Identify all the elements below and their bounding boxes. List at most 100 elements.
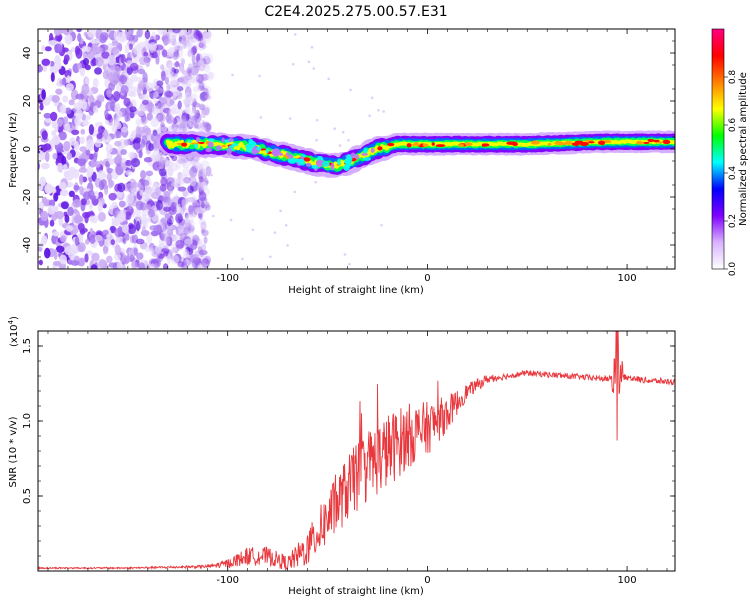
noise-point [191,102,201,108]
noise-point [159,233,165,241]
ridge-blob [195,136,201,143]
noise-point [201,43,207,50]
noise-point [69,137,76,146]
noise-point [77,33,82,42]
noise-point [51,135,61,146]
noise-point [199,75,208,82]
noise-point [179,120,188,131]
noise-point [200,197,208,203]
noise-point [81,99,88,111]
ridge-blob [337,158,341,166]
noise-point [124,43,130,54]
noise-point [129,247,134,255]
top-x-ticks: -100 0 100 [47,29,668,284]
colorbar-tick-label: 0.4 [728,166,738,181]
noise-point [111,40,120,47]
noise-point [78,167,88,173]
y-tick-label: -40 [22,237,33,253]
noise-point [80,198,87,206]
noise-point [62,164,68,170]
noise-point [203,85,212,96]
bottom-x-ticks: -100 0 100 [47,331,668,586]
noise-point [64,69,72,78]
noise-point [65,225,74,232]
y-tick-label: 0.5 [22,488,33,504]
noise-point [41,58,51,66]
y-tick-label: 1.0 [22,413,33,429]
ridge-peak [554,141,564,146]
colorbar-tick-label: 0.6 [728,118,738,133]
signal-ridge [157,130,675,178]
noise-point [84,238,90,245]
noise-point [66,152,73,160]
ridge-peak [190,142,200,145]
noise-point [65,83,74,92]
ridge-peak [647,138,654,143]
noise-point [68,99,75,106]
noise-point [259,116,263,119]
noise-point [134,215,142,221]
noise-point [130,86,138,94]
noise-point [91,44,97,52]
noise-point [192,62,202,68]
y-tick-label: 0 [22,146,33,152]
noise-point [193,122,199,129]
noise-point [47,205,56,215]
noise-point [182,177,192,184]
noise-point [160,64,165,71]
noise-point [204,256,209,263]
noise-point [155,199,163,211]
noise-point [148,143,154,152]
noise-point [79,136,85,145]
noise-point [64,33,73,45]
noise-point [104,238,112,247]
noise-point [49,111,58,122]
noise-point [52,231,60,237]
noise-point [205,107,210,116]
ridge-blob [316,159,323,168]
noise-point [204,65,211,73]
noise-point [201,108,207,119]
noise-point [129,106,137,113]
noise-point [198,185,205,196]
noise-point [327,77,331,81]
noise-point [151,105,160,116]
noise-point [200,201,205,209]
noise-point [165,97,174,107]
noise-point [193,206,199,216]
ridge-peak [458,143,465,147]
snr-line [38,331,675,571]
noise-point [39,103,44,111]
noise-point [57,35,62,42]
ridge-blob [207,141,214,148]
noise-point [38,259,43,266]
noise-point [171,103,180,115]
noise-point [43,112,52,119]
noise-point [78,257,86,267]
noise-point [39,151,45,161]
noise-point [55,245,65,253]
noise-point [48,199,56,208]
ridge-blob [305,162,312,167]
ridge-peak [377,146,383,151]
ridge-peak [481,143,486,147]
noise-point [108,192,117,201]
noise-point [201,229,209,237]
noise-point [137,83,143,89]
noise-point [133,46,141,55]
noise-point [62,95,69,103]
noise-point [133,247,138,256]
noise-point [229,218,233,222]
noise-point [113,121,122,130]
noise-point [203,32,212,44]
noise-point [170,254,180,265]
noise-point [203,236,208,244]
noise-point [173,62,181,68]
ridge-blob [193,143,199,149]
noise-point [149,247,154,255]
noise-point [44,151,50,163]
noise-point [41,130,48,141]
noise-point [185,214,194,224]
noise-point [72,168,80,179]
